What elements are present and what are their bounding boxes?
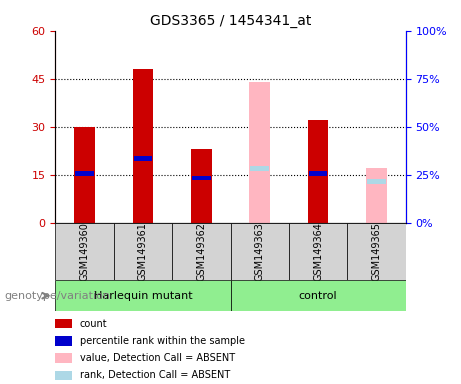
Text: GSM149364: GSM149364 [313,222,323,281]
Bar [366,168,387,223]
Bar [55,336,71,346]
Bar [308,120,328,223]
FancyBboxPatch shape [289,223,347,280]
Title: GDS3365 / 1454341_at: GDS3365 / 1454341_at [150,14,311,28]
FancyBboxPatch shape [55,280,230,311]
Bar [75,171,94,175]
Text: rank, Detection Call = ABSENT: rank, Detection Call = ABSENT [80,370,230,381]
Text: Harlequin mutant: Harlequin mutant [94,291,192,301]
Bar [55,353,71,363]
FancyBboxPatch shape [55,223,114,280]
Bar [74,127,95,223]
FancyBboxPatch shape [114,223,172,280]
Text: percentile rank within the sample: percentile rank within the sample [80,336,245,346]
Bar [134,156,152,161]
Bar [250,166,269,171]
Bar [55,371,71,380]
Text: count: count [80,318,107,329]
Bar [55,319,71,328]
Text: GSM149360: GSM149360 [79,222,89,281]
Bar [249,82,270,223]
FancyBboxPatch shape [230,280,406,311]
FancyBboxPatch shape [172,223,230,280]
Bar [133,69,153,223]
Bar [191,149,212,223]
Bar [309,171,327,175]
Text: GSM149361: GSM149361 [138,222,148,281]
Text: value, Detection Call = ABSENT: value, Detection Call = ABSENT [80,353,235,363]
FancyBboxPatch shape [347,223,406,280]
FancyBboxPatch shape [230,223,289,280]
Text: GSM149365: GSM149365 [372,222,382,281]
Text: GSM149362: GSM149362 [196,222,207,281]
Text: control: control [299,291,337,301]
Text: genotype/variation: genotype/variation [5,291,111,301]
Text: GSM149363: GSM149363 [254,222,265,281]
Bar [192,175,211,180]
Bar [367,179,386,184]
